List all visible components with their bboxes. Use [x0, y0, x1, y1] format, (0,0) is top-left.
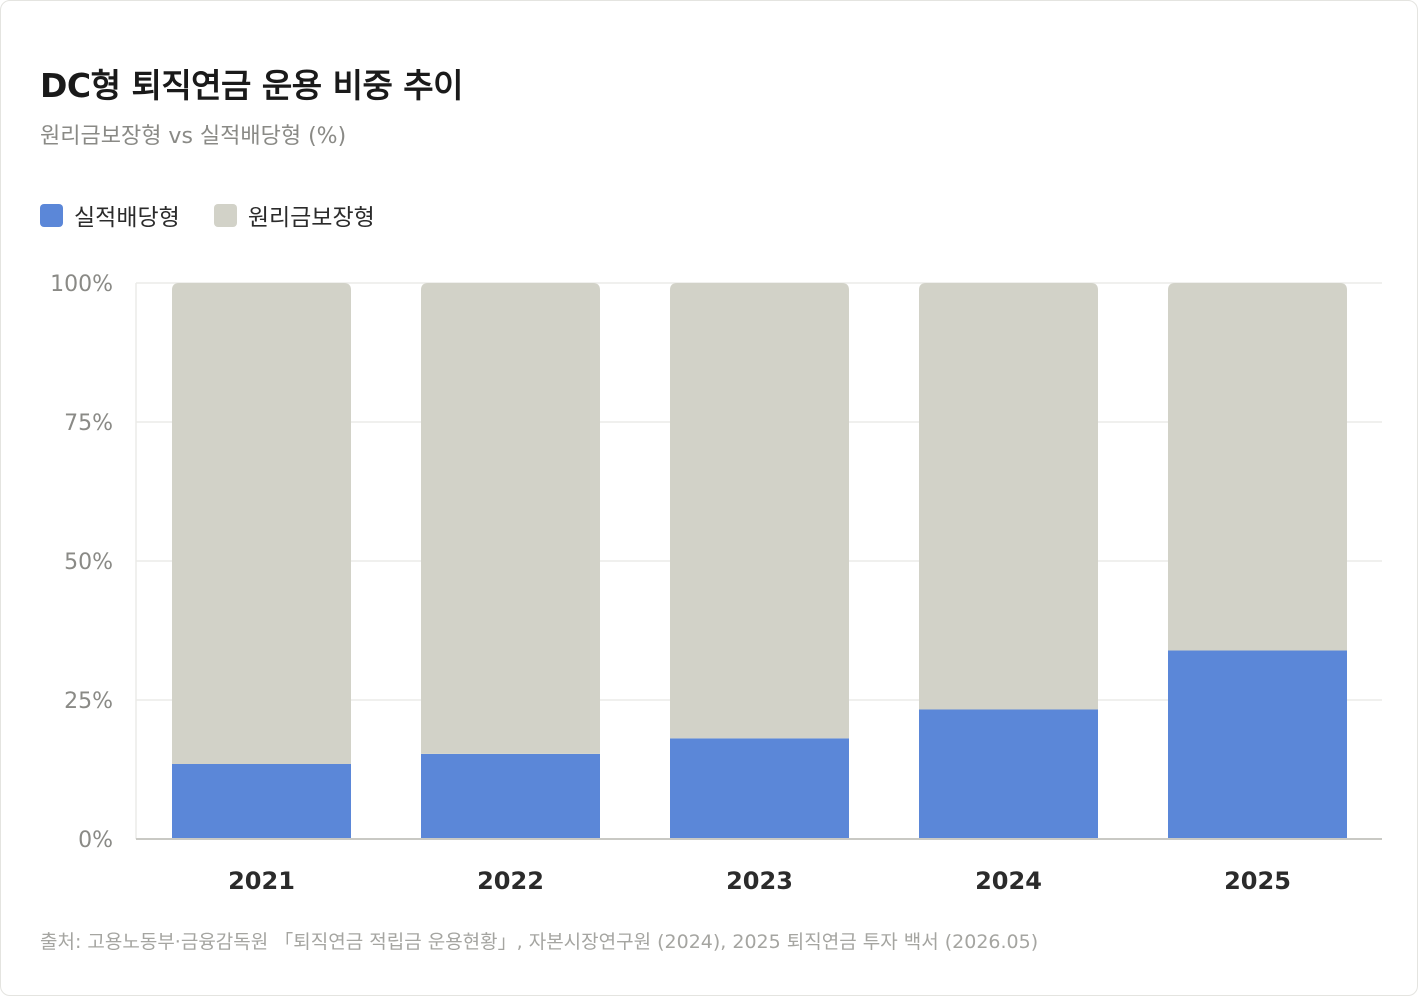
- y-tick-label: 0%: [78, 828, 113, 853]
- bar-guaranteed: [421, 283, 600, 754]
- y-tick-label: 75%: [64, 411, 113, 436]
- legend: 실적배당형 원리금보장형: [40, 198, 409, 232]
- x-tick-label: 2023: [726, 867, 793, 895]
- x-tick-label: 2022: [477, 867, 544, 895]
- axes: 0% 25% 50% 75% 100% 2021 2022 2023 2024 2025: [50, 272, 1382, 895]
- legend-item-performance: 실적배당형: [40, 198, 180, 232]
- chart-title: DC형 퇴직연금 운용 비중 추이: [40, 66, 464, 105]
- chart-subtitle: 원리금보장형 vs 실적배당형 (%): [40, 124, 347, 149]
- stacked-bar-chart: 0% 25% 50% 75% 100% 2021 2022 2023 2024 2025: [50, 272, 1382, 895]
- x-tick-label: 2025: [1224, 867, 1291, 895]
- bar-performance: [172, 763, 351, 839]
- legend-item-guaranteed: 원리금보장형: [213, 198, 375, 232]
- x-tick-label: 2024: [975, 867, 1042, 895]
- bar-guaranteed: [919, 283, 1098, 710]
- bar-performance: [1168, 650, 1347, 839]
- y-tick-label: 100%: [50, 272, 113, 297]
- bar-performance: [421, 753, 600, 839]
- legend-swatch-guaranteed: [213, 203, 237, 227]
- source-note: 출처: 고용노동부·금융감독원 「퇴직연금 적립금 운용현황」, 자본시장연구원…: [40, 931, 1039, 953]
- y-tick-label: 50%: [64, 550, 113, 575]
- bar-performance: [919, 709, 1098, 839]
- bar-guaranteed: [172, 283, 351, 764]
- x-tick-label: 2021: [228, 867, 295, 895]
- bar-guaranteed: [1168, 283, 1347, 651]
- y-tick-label: 25%: [64, 689, 113, 714]
- bars: [172, 283, 1347, 839]
- bar-performance: [670, 738, 849, 839]
- legend-swatch-performance: [40, 203, 63, 227]
- bar-guaranteed: [670, 283, 849, 739]
- legend-label-performance: 실적배당형: [74, 205, 180, 231]
- legend-label-guaranteed: 원리금보장형: [247, 205, 375, 231]
